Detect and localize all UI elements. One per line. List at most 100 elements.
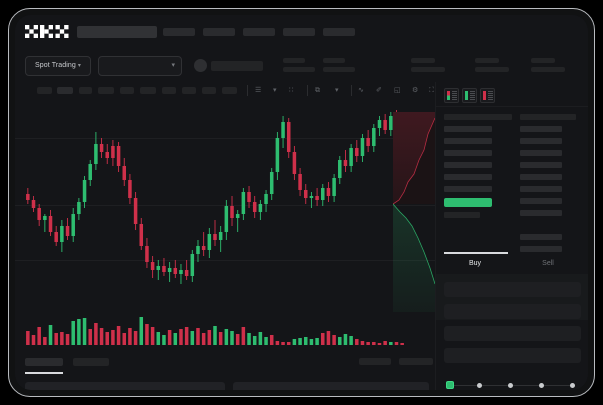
orderbook-row-right-2[interactable] [520,138,562,144]
bottom-card-2 [233,382,429,390]
orderbook-row-left-3[interactable] [444,150,492,156]
toolbar-block-3[interactable] [79,87,92,94]
toolbar-divider-3 [351,85,352,96]
toolbar-block-6[interactable] [140,87,156,94]
trading-pair-selector[interactable]: ▾ [98,56,182,76]
slider-stop-50[interactable] [508,382,513,388]
orderbook-both-icon[interactable] [444,88,459,103]
orderbook-row-left-4[interactable] [444,162,492,168]
toolbar-divider-2 [307,85,308,96]
orderbook-row-left-highlight[interactable] [444,198,492,207]
chart-gridline-3 [15,260,435,261]
bottom-card-1 [25,382,225,390]
toolbar-block-1[interactable] [37,87,52,94]
chevron-down-icon: ▾ [171,62,175,69]
orderbook-row-left-5[interactable] [444,174,492,180]
compare-icon[interactable]: ∷ [289,87,294,94]
market-stat-3 [411,58,445,72]
market-depth-overlay [393,112,435,312]
toolbar-divider-1 [247,85,248,96]
okx-logo-icon[interactable] [25,25,69,38]
fullscreen-icon[interactable]: ⛶ [429,87,434,94]
coin-avatar-icon [194,59,207,72]
trade-form-tabs: Buy Sell [436,252,588,320]
trading-mode-selector[interactable]: Spot Trading ▾ [25,56,91,76]
chevron-down-icon: ▾ [77,63,82,69]
pair-name-label [211,61,263,71]
orderbook-row-right-3[interactable] [520,150,562,156]
slider-handle[interactable] [446,381,454,389]
order-field-1[interactable] [444,282,581,297]
nav-item-3[interactable] [243,28,275,36]
toolbar-block-10[interactable] [222,87,237,94]
indicator-icon[interactable]: ☰ [255,87,262,94]
orderbook-row-right-9[interactable] [520,234,562,240]
market-stat-5 [531,58,565,72]
orderbook-header-left [444,114,512,120]
orderbook-row-right-4[interactable] [520,162,562,168]
toolbar-block-7[interactable] [162,87,176,94]
toolbar-block-5[interactable] [120,87,134,94]
bottom-tab-2[interactable] [73,358,109,366]
orderbook-row-left-6[interactable] [444,186,492,192]
nav-item-2[interactable] [203,28,235,36]
order-field-2[interactable] [444,304,581,319]
orderbook-bids-icon[interactable] [462,88,477,103]
toolbar-block-2[interactable] [57,87,73,94]
tab-sell[interactable]: Sell [542,260,554,267]
orderbook-header-right [520,114,576,120]
settings-gear-icon[interactable]: ⚙ [412,87,419,94]
nav-item-5[interactable] [323,28,355,36]
bottom-tab-active-underline [25,372,63,374]
orderbook-row-left-2[interactable] [444,138,492,144]
orderbook-row-right-7[interactable] [520,198,562,204]
amount-percent-slider[interactable] [446,380,579,390]
slider-stop-75[interactable] [539,382,544,388]
bottom-action-1[interactable] [359,358,391,365]
toolbar-block-9[interactable] [202,87,216,94]
orderbook-row-right-10[interactable] [520,246,562,252]
market-stat-2 [323,58,355,72]
orderbook-row-left-7[interactable] [444,212,480,218]
device-screen: Spot Trading ▾ ▾ [15,15,588,390]
orderbook-divider [436,106,588,107]
nav-item-4[interactable] [283,28,315,36]
order-field-4[interactable] [444,348,581,363]
chevron-down-icon-2[interactable]: ▾ [335,87,339,94]
orderbook-row-right-1[interactable] [520,126,562,132]
search-input[interactable] [77,26,157,38]
candlestick-series [26,110,404,284]
volume-histogram [26,317,404,345]
chart-gridline-2 [15,205,435,206]
orderbook-asks-icon[interactable] [480,88,495,103]
orderbook-row-right-5[interactable] [520,174,562,180]
buy-tab-active-underline [444,252,508,254]
timeframe-icon[interactable]: ⧉ [315,87,320,94]
market-subheader-bar: Spot Trading ▾ ▾ [15,49,588,82]
order-field-3[interactable] [444,326,581,341]
orderbook-row-right-6[interactable] [520,186,562,192]
orderbook-and-trade-panel: Buy Sell [435,82,588,390]
chart-gridline-1 [15,138,435,139]
market-stat-1 [283,58,315,72]
drawing-pencil-icon[interactable]: ✐ [376,87,382,94]
slider-stop-100[interactable] [570,382,575,388]
line-style-icon[interactable]: ∿ [358,87,364,94]
orderbook-row-left-1[interactable] [444,126,492,132]
nav-item-1[interactable] [163,28,195,36]
toolbar-block-4[interactable] [98,87,114,94]
price-chart-area[interactable] [15,100,435,350]
camera-icon[interactable]: ◱ [394,87,401,94]
tab-buy[interactable]: Buy [468,260,482,267]
top-navigation-bar [15,15,588,49]
market-stat-4 [475,58,509,72]
bottom-tab-1[interactable] [25,358,63,366]
trading-mode-label: Spot Trading [34,62,76,69]
toolbar-block-8[interactable] [182,87,196,94]
chevron-down-icon[interactable]: ▾ [273,87,277,94]
slider-stop-25[interactable] [477,382,482,388]
device-frame: Spot Trading ▾ ▾ [8,8,595,397]
bottom-action-2[interactable] [399,358,433,365]
orderbook-row-right-8[interactable] [520,210,562,216]
